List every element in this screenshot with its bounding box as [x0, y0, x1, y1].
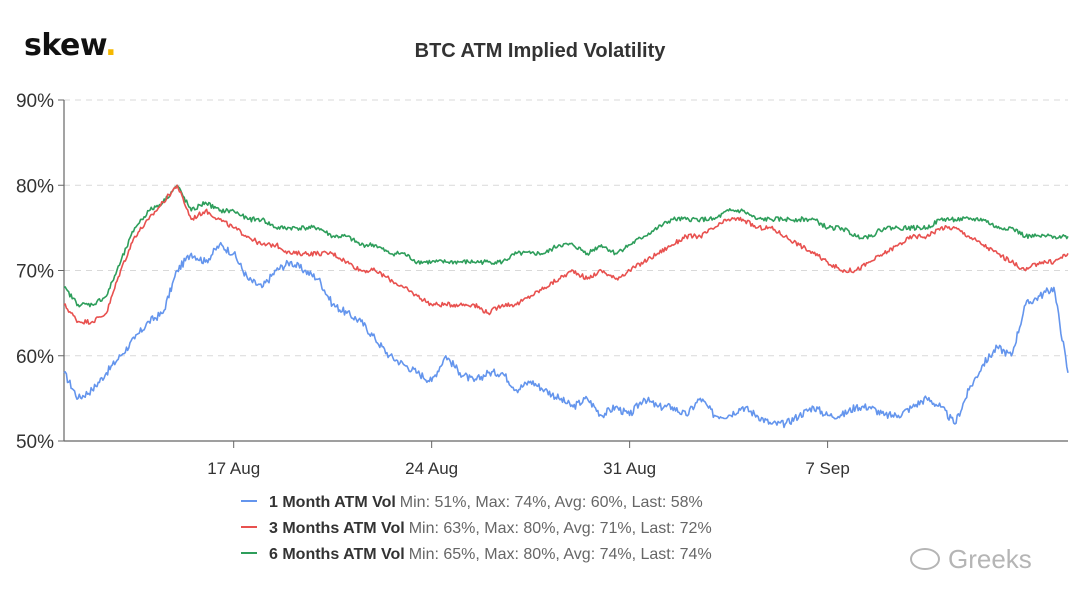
series-line-0 [63, 241, 1069, 429]
legend-series-stats: Min: 63%, Max: 80%, Avg: 71%, Last: 72% [408, 520, 712, 537]
grid-lines [64, 99, 1068, 357]
y-tick-label: 90% [16, 91, 54, 112]
x-tick-label: 31 Aug [603, 459, 656, 478]
legend-series-name: 6 Months ATM Vol [269, 546, 405, 563]
legend-series-stats: Min: 51%, Max: 74%, Avg: 60%, Last: 58% [399, 494, 703, 511]
y-axis: 50% 60% 70% 80% 90% [16, 91, 65, 453]
x-tick-label: 24 Aug [405, 459, 458, 478]
legend-item-6m[interactable]: 6 Months ATM Vol Min: 65%, Max: 80%, Avg:… [241, 542, 712, 568]
y-tick-label: 80% [16, 176, 54, 197]
brand-logo: skew. [24, 28, 117, 63]
y-tick-label: 70% [16, 262, 54, 283]
watermark: Greeks [910, 544, 1032, 575]
legend: 1 Month ATM Vol Min: 51%, Max: 74%, Avg: … [241, 490, 712, 568]
y-tick-label: 60% [16, 347, 54, 368]
chart-title: BTC ATM Implied Volatility [414, 40, 666, 62]
series-lines [63, 184, 1069, 429]
x-tick-label: 7 Sep [805, 459, 849, 478]
legend-item-1m[interactable]: 1 Month ATM Vol Min: 51%, Max: 74%, Avg: … [241, 490, 712, 516]
brand-dot: . [105, 28, 117, 63]
wechat-icon [910, 548, 940, 571]
legend-series-name: 1 Month ATM Vol [269, 494, 396, 511]
watermark-text: Greeks [948, 544, 1032, 574]
series-line-1 [63, 184, 1069, 325]
legend-item-3m[interactable]: 3 Months ATM Vol Min: 63%, Max: 80%, Avg:… [241, 516, 712, 542]
brand-text: skew [24, 28, 106, 63]
legend-swatch-1m [241, 499, 257, 502]
legend-series-name: 3 Months ATM Vol [269, 520, 405, 537]
legend-swatch-6m [241, 551, 257, 554]
y-tick-label: 50% [16, 432, 54, 453]
legend-series-stats: Min: 65%, Max: 80%, Avg: 74%, Last: 74% [408, 546, 712, 563]
x-tick-label: 17 Aug [207, 459, 260, 478]
x-axis: 17 Aug 24 Aug 31 Aug 7 Sep [64, 440, 1068, 478]
legend-swatch-3m [241, 525, 257, 528]
series-line-2 [63, 184, 1069, 308]
